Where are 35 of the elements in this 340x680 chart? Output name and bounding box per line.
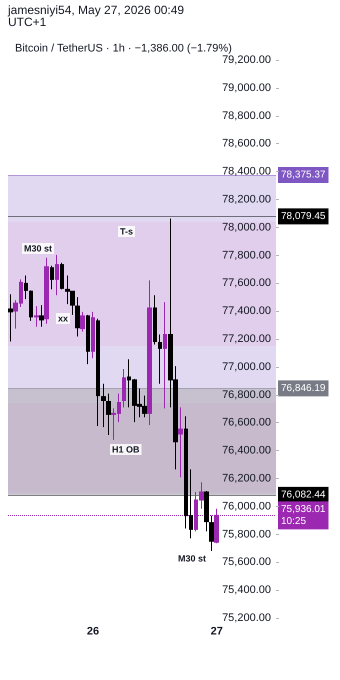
annotation: M30 st: [24, 244, 52, 254]
ref-line-label: 78,079.45: [281, 210, 326, 222]
ref-line-label: 76,846.19: [281, 382, 326, 394]
y-tick-label: 79,000.00: [222, 82, 271, 94]
annotation: M30 st: [178, 554, 206, 564]
y-tick-label: 75,800.00: [222, 528, 271, 540]
annotation: T-s: [120, 226, 134, 236]
ref-line-label: 75,936.01 10:25: [281, 504, 326, 527]
ref-line-label: 78,375.37: [281, 170, 326, 181]
y-tick-label: 75,600.00: [222, 556, 271, 568]
y-tick-label: 76,000.00: [222, 500, 271, 512]
y-tick-label: 76,200.00: [222, 472, 271, 484]
y-tick-label: 77,800.00: [222, 249, 271, 262]
y-tick-label: 79,200.00: [222, 54, 271, 66]
y-tick-label: 78,600.00: [222, 138, 271, 150]
y-tick-label: 77,400.00: [222, 305, 271, 318]
y-tick-label: 75,200.00: [222, 612, 271, 624]
y-tick-label: 77,200.00: [222, 333, 271, 345]
y-tick-label: 77,600.00: [222, 277, 271, 290]
y-tick-label: 76,600.00: [222, 416, 271, 429]
y-tick-label: 78,400.00: [222, 166, 271, 178]
y-tick-label: 78,200.00: [222, 194, 271, 206]
text: jamesniyi54, May 27, 2026 00:49 UTC+1: [7, 3, 188, 29]
y-tick-label: 76,800.00: [222, 388, 271, 401]
annotation: H1 OB: [112, 444, 140, 454]
y-tick-label: 78,800.00: [222, 110, 271, 122]
x-tick-label: 27: [210, 626, 223, 638]
x-tick-label: 26: [86, 626, 100, 638]
ref-line-label: 76,082.44: [281, 489, 326, 500]
chart-title: Bitcoin / TetherUS · 1h · −1,386.00 (−1.79%): [15, 42, 232, 54]
annotation: xx: [58, 314, 68, 324]
y-tick-label: 75,400.00: [222, 584, 271, 596]
y-tick-label: 77,000.00: [222, 360, 271, 373]
y-tick-label: 76,400.00: [222, 444, 271, 457]
y-tick-label: 78,000.00: [222, 221, 271, 234]
